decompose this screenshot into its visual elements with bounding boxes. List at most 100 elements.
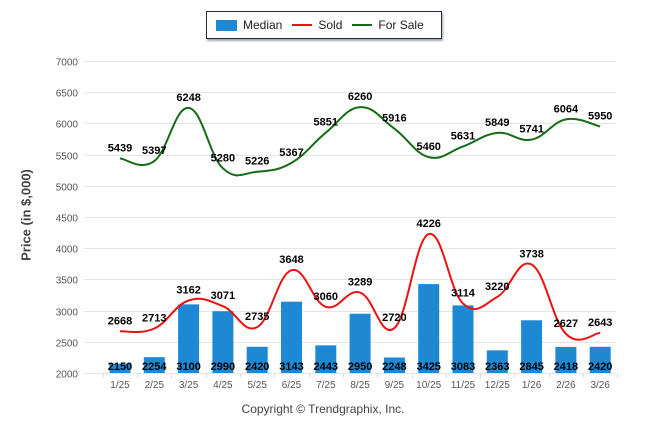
median-bar xyxy=(212,311,234,373)
sold-data-label: 2627 xyxy=(554,318,578,330)
median-bar xyxy=(486,350,508,373)
median-bars xyxy=(109,284,611,373)
median-swatch-icon xyxy=(216,19,237,31)
median-bar xyxy=(143,357,165,373)
median-data-label: 2990 xyxy=(211,361,235,373)
median-data-label: 3425 xyxy=(416,361,440,373)
y-axis-ticks: 2000 2500 3000 3500 4000 4500 5000 5500 6000 6500… xyxy=(56,58,79,381)
median-data-label: 2420 xyxy=(588,361,612,373)
sold-data-label: 3648 xyxy=(279,254,303,266)
legend-item-median[interactable]: Median xyxy=(216,18,282,32)
median-data-label: 3100 xyxy=(176,361,200,373)
y-tick-label: 4000 xyxy=(56,245,79,256)
median-bar xyxy=(418,284,440,373)
median-data-label: 2950 xyxy=(348,361,372,373)
x-axis: 1/25 2/25 3/25 4/25 5/25 6/25 7/25 8/25 9/25 10/2… xyxy=(103,373,618,391)
median-data-label: 2254 xyxy=(142,361,167,373)
y-tick-label: 6500 xyxy=(56,89,79,100)
y-tick-label: 4500 xyxy=(56,214,79,225)
for-sale-data-label: 5460 xyxy=(416,141,440,153)
for-sale-data-label: 5439 xyxy=(108,142,132,154)
sold-data-label: 2668 xyxy=(108,315,132,327)
for-sale-data-label: 5631 xyxy=(451,130,475,142)
sold-line xyxy=(119,233,601,341)
x-tick-label: 1/25 xyxy=(110,380,130,391)
x-tick-label: 7/25 xyxy=(316,380,336,391)
sold-data-label: 4226 xyxy=(416,218,440,230)
median-bar xyxy=(589,346,611,373)
median-bar xyxy=(452,305,474,373)
x-tick-label: 12/25 xyxy=(485,380,510,391)
x-tick-label: 1/26 xyxy=(522,380,542,391)
median-data-label: 2418 xyxy=(554,361,578,373)
data-labels: 2668 2713 3162 3071 2735 3648 3060 3289 2720 4226… xyxy=(108,91,613,373)
median-bar xyxy=(555,346,577,373)
series-lines xyxy=(119,106,601,341)
for-sale-data-label: 5226 xyxy=(245,156,269,168)
for-sale-data-label: 5367 xyxy=(279,147,303,159)
median-bar xyxy=(246,346,268,373)
x-tick-label: 9/25 xyxy=(385,380,405,391)
copyright-text: Copyright © Trendgraphix, Inc. xyxy=(241,402,405,416)
median-data-label: 2845 xyxy=(519,361,543,373)
x-tick-label: 8/25 xyxy=(350,380,370,391)
sold-data-label: 3060 xyxy=(314,291,338,303)
x-tick-label: 2/25 xyxy=(145,380,165,391)
sold-data-label: 2720 xyxy=(382,312,406,324)
y-axis-title: Price (in $,000) xyxy=(18,169,34,261)
for-sale-data-label: 5950 xyxy=(588,111,612,123)
y-tick-label: 2000 xyxy=(56,370,79,381)
sold-data-label: 3071 xyxy=(211,290,235,302)
x-tick-label: 10/25 xyxy=(416,380,441,391)
median-data-label: 2363 xyxy=(485,361,509,373)
median-bar xyxy=(281,301,302,373)
y-tick-label: 3000 xyxy=(56,308,79,319)
legend-label: For Sale xyxy=(378,18,424,32)
for-sale-data-label: 5741 xyxy=(519,124,543,136)
x-tick-label: 5/25 xyxy=(247,380,267,391)
y-tick-label: 6000 xyxy=(56,120,79,131)
median-bar xyxy=(178,304,200,373)
sold-data-label: 3162 xyxy=(176,284,200,296)
sold-data-label: 3114 xyxy=(451,287,476,299)
for-sale-data-label: 5397 xyxy=(142,145,166,157)
y-tick-label: 5000 xyxy=(56,183,79,194)
median-bar xyxy=(349,313,371,373)
for-sale-data-label: 6248 xyxy=(176,92,200,104)
for-sale-line-icon xyxy=(352,24,373,26)
for-sale-data-label: 5280 xyxy=(211,152,235,164)
legend-item-sold[interactable]: Sold xyxy=(292,18,342,32)
sold-data-label: 3220 xyxy=(485,281,509,293)
x-tick-label: 2/26 xyxy=(556,380,576,391)
x-tick-label: 6/25 xyxy=(282,380,302,391)
legend-item-for-sale[interactable]: For Sale xyxy=(352,18,424,32)
median-bar xyxy=(109,363,131,373)
x-tick-label: 4/25 xyxy=(213,380,233,391)
for-sale-data-label: 6064 xyxy=(554,103,579,115)
y-tick-label: 7000 xyxy=(56,58,79,69)
median-data-label: 2420 xyxy=(245,361,269,373)
sold-data-label: 2643 xyxy=(588,317,612,329)
median-data-label: 2150 xyxy=(108,361,132,373)
for-sale-line xyxy=(119,106,601,177)
for-sale-data-label: 5916 xyxy=(382,113,406,125)
y-tick-label: 2500 xyxy=(56,339,79,350)
median-data-label: 3143 xyxy=(279,361,303,373)
median-bar xyxy=(383,357,405,373)
x-tick-label: 3/25 xyxy=(179,380,199,391)
x-tick-label: 3/26 xyxy=(590,380,610,391)
sold-data-label: 2713 xyxy=(142,313,166,325)
sold-data-label: 3289 xyxy=(348,277,372,289)
x-tick-label: 11/25 xyxy=(451,380,476,391)
legend: Median Sold For Sale xyxy=(206,11,442,39)
for-sale-data-label: 5851 xyxy=(314,117,338,129)
legend-label: Sold xyxy=(318,18,343,32)
for-sale-data-label: 5849 xyxy=(485,117,509,129)
median-data-label: 2443 xyxy=(314,361,338,373)
legend-label: Median xyxy=(243,18,283,32)
median-data-label: 2248 xyxy=(382,361,406,373)
sold-data-label: 2735 xyxy=(245,311,269,323)
for-sale-data-label: 6260 xyxy=(348,91,372,103)
sold-line-icon xyxy=(292,24,313,26)
